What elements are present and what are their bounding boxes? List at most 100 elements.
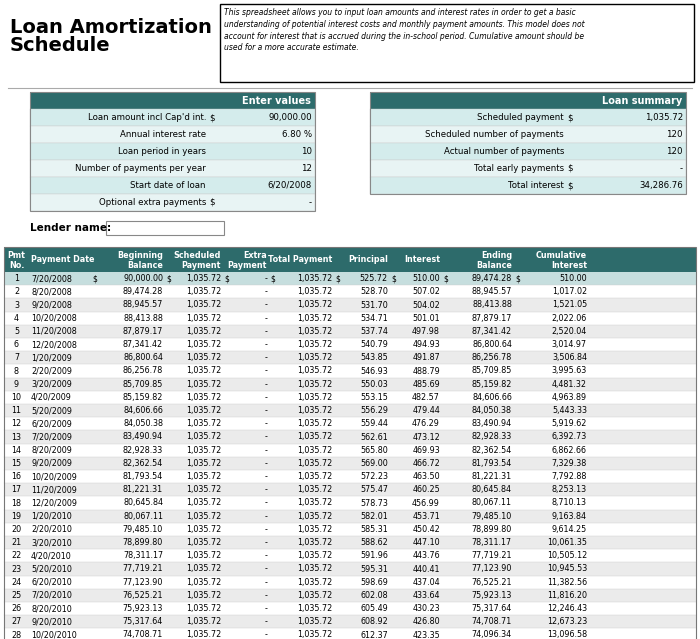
- Bar: [4, 576, 696, 589]
- Text: 1,035.72: 1,035.72: [186, 485, 221, 495]
- Bar: [4, 247, 696, 639]
- Text: 5/20/2009: 5/20/2009: [31, 406, 72, 415]
- Bar: [4, 378, 696, 391]
- Text: 82,362.54: 82,362.54: [472, 445, 512, 455]
- Text: 1,035.72: 1,035.72: [186, 274, 221, 283]
- Text: -: -: [264, 340, 267, 349]
- Text: $: $: [224, 274, 229, 283]
- Bar: [106, 221, 224, 235]
- Text: -: -: [264, 485, 267, 495]
- Text: 11: 11: [11, 406, 22, 415]
- Bar: [30, 109, 315, 126]
- Text: 1,035.72: 1,035.72: [186, 380, 221, 389]
- Text: 559.44: 559.44: [360, 419, 388, 428]
- Text: 534.71: 534.71: [360, 314, 388, 323]
- Text: 82,928.33: 82,928.33: [472, 433, 512, 442]
- Text: 1,035.72: 1,035.72: [297, 274, 332, 283]
- Text: 1,035.72: 1,035.72: [186, 300, 221, 309]
- Text: 4: 4: [14, 314, 19, 323]
- Text: 565.80: 565.80: [360, 445, 388, 455]
- Text: Payment: Payment: [228, 261, 267, 270]
- Text: Interest: Interest: [551, 261, 587, 270]
- Text: 84,606.66: 84,606.66: [123, 406, 163, 415]
- Text: Schedule: Schedule: [10, 36, 111, 55]
- Text: 491.87: 491.87: [412, 353, 440, 362]
- Text: 1,035.72: 1,035.72: [186, 445, 221, 455]
- Text: 81,221.31: 81,221.31: [472, 472, 512, 481]
- Bar: [30, 92, 315, 109]
- Bar: [4, 457, 696, 470]
- Text: Total Payment: Total Payment: [267, 255, 332, 264]
- Bar: [4, 338, 696, 351]
- Text: 598.69: 598.69: [360, 578, 388, 587]
- Text: 556.29: 556.29: [360, 406, 388, 415]
- Text: No.: No.: [9, 261, 25, 270]
- Text: 88,945.57: 88,945.57: [122, 300, 163, 309]
- Text: 87,879.17: 87,879.17: [122, 327, 163, 336]
- Text: 595.31: 595.31: [360, 564, 388, 573]
- Text: 1,035.72: 1,035.72: [186, 564, 221, 573]
- Text: 1,035.72: 1,035.72: [297, 538, 332, 547]
- Text: Pmt: Pmt: [8, 250, 25, 259]
- Text: 1,035.72: 1,035.72: [297, 551, 332, 560]
- Text: -: -: [264, 617, 267, 626]
- Text: 1,035.72: 1,035.72: [297, 604, 332, 613]
- Text: Total early payments: Total early payments: [474, 164, 564, 173]
- Text: 1,035.72: 1,035.72: [186, 538, 221, 547]
- Text: -: -: [264, 406, 267, 415]
- Text: 11/20/2009: 11/20/2009: [31, 485, 77, 495]
- Text: 90,000.00: 90,000.00: [268, 113, 312, 122]
- Text: 10,505.12: 10,505.12: [547, 551, 587, 560]
- Text: 588.62: 588.62: [360, 538, 388, 547]
- Bar: [4, 536, 696, 549]
- Text: 77,123.90: 77,123.90: [472, 564, 512, 573]
- Text: 1,035.72: 1,035.72: [186, 551, 221, 560]
- Text: $: $: [166, 274, 171, 283]
- Text: -: -: [264, 419, 267, 428]
- Text: 5,443.33: 5,443.33: [552, 406, 587, 415]
- Text: 550.03: 550.03: [360, 380, 388, 389]
- Text: Scheduled payment: Scheduled payment: [477, 113, 564, 122]
- Bar: [4, 615, 696, 628]
- Text: 460.25: 460.25: [412, 485, 440, 495]
- Text: -: -: [264, 288, 267, 296]
- Text: 21: 21: [11, 538, 22, 547]
- Text: Loan Amortization: Loan Amortization: [10, 18, 212, 37]
- Text: 85,709.85: 85,709.85: [122, 380, 163, 389]
- Text: 1,035.72: 1,035.72: [186, 591, 221, 600]
- Text: 1,035.72: 1,035.72: [186, 459, 221, 468]
- Text: $: $: [209, 198, 214, 207]
- Text: 437.04: 437.04: [412, 578, 440, 587]
- Text: 84,606.66: 84,606.66: [472, 393, 512, 402]
- Text: 6/20/2008: 6/20/2008: [267, 181, 312, 190]
- Text: 84,050.38: 84,050.38: [472, 406, 512, 415]
- Text: -: -: [264, 578, 267, 587]
- Text: -: -: [264, 512, 267, 521]
- Text: 75,923.13: 75,923.13: [122, 604, 163, 613]
- Text: 9/20/2009: 9/20/2009: [31, 459, 72, 468]
- Text: 1,035.72: 1,035.72: [297, 314, 332, 323]
- Text: 497.98: 497.98: [412, 327, 440, 336]
- Text: 1,035.72: 1,035.72: [297, 617, 332, 626]
- Text: -: -: [264, 445, 267, 455]
- Text: 1,035.72: 1,035.72: [186, 419, 221, 428]
- Text: Ending: Ending: [481, 250, 512, 259]
- Text: 1,035.72: 1,035.72: [297, 512, 332, 521]
- Text: 1,035.72: 1,035.72: [297, 433, 332, 442]
- Text: 89,474.28: 89,474.28: [472, 274, 512, 283]
- Text: 5: 5: [14, 327, 19, 336]
- Text: 8,710.13: 8,710.13: [552, 498, 587, 507]
- Text: 90,000.00: 90,000.00: [123, 274, 163, 283]
- Text: Scheduled number of payments: Scheduled number of payments: [426, 130, 564, 139]
- Text: 76,525.21: 76,525.21: [472, 578, 512, 587]
- Text: -: -: [264, 380, 267, 389]
- Text: 1,035.72: 1,035.72: [186, 525, 221, 534]
- Text: 8/20/2009: 8/20/2009: [31, 445, 72, 455]
- Text: 75,923.13: 75,923.13: [472, 591, 512, 600]
- Text: 74,096.34: 74,096.34: [472, 631, 512, 639]
- Text: 1,035.72: 1,035.72: [186, 367, 221, 376]
- Text: 17: 17: [11, 485, 22, 495]
- Text: 74,708.71: 74,708.71: [472, 617, 512, 626]
- Text: 488.79: 488.79: [412, 367, 440, 376]
- Text: 1,035.72: 1,035.72: [186, 288, 221, 296]
